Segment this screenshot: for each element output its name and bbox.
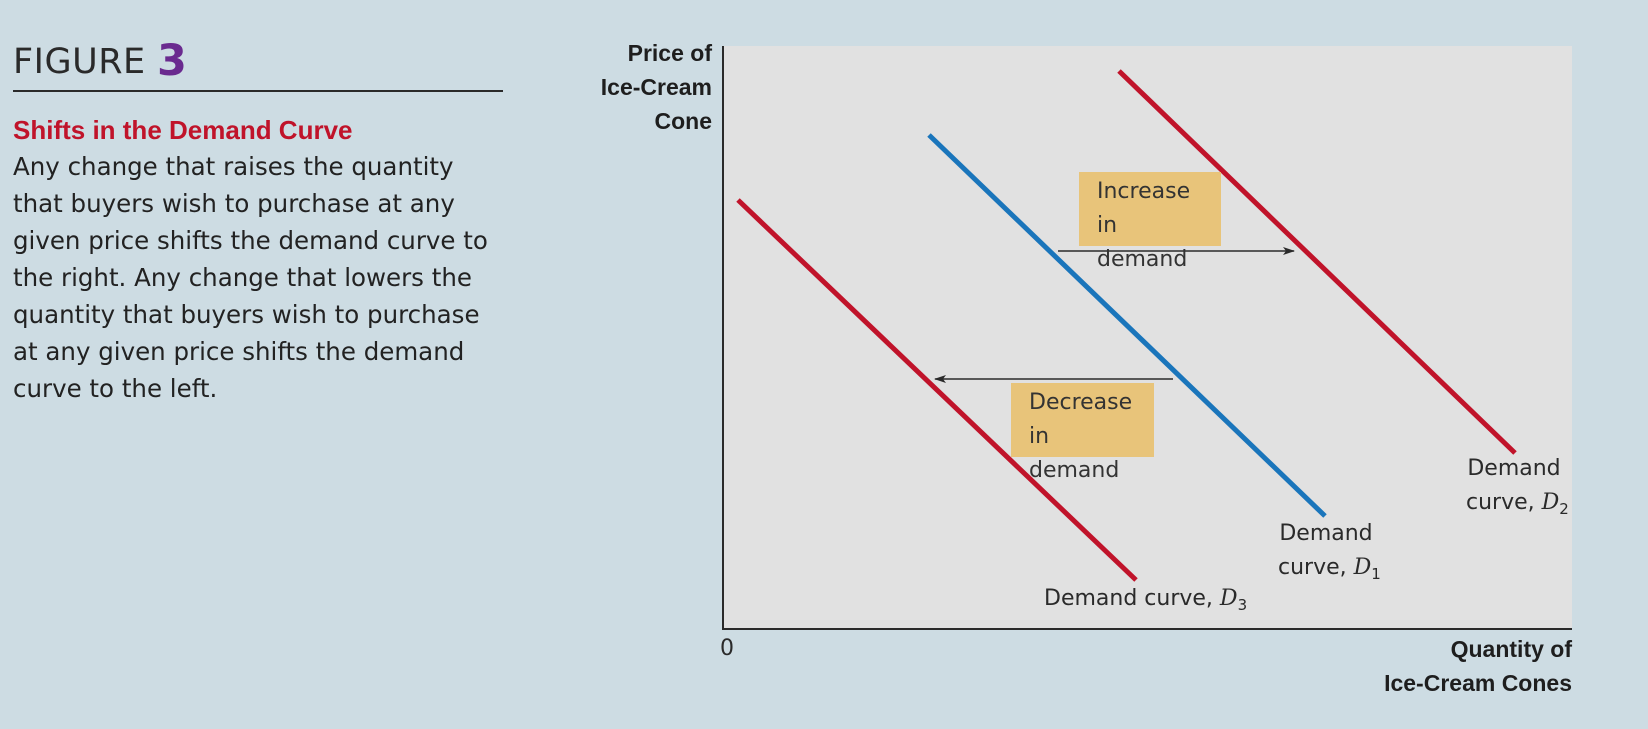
caption-line: the right. Any change that lowers the: [13, 263, 472, 292]
demand-curve-d3-label: Demand curve, D3: [1044, 586, 1248, 614]
decrease-label-line: Decrease: [1029, 390, 1133, 415]
caption-line: Any change that raises the quantity: [13, 152, 454, 181]
y-axis-label-line: Price of: [627, 40, 712, 66]
demand-curve-d2-label: Demand curve, D2: [1466, 452, 1569, 526]
x-axis-label-line: Ice-Cream Cones: [1384, 670, 1572, 696]
caption-title: Shifts in the Demand Curve: [13, 115, 353, 145]
curve-label-line: curve, D2: [1466, 490, 1569, 518]
y-axis-label-line: Ice-Cream: [600, 74, 712, 100]
demand-curve-d1-label: Demand curve, D1: [1278, 517, 1381, 591]
curve-label-line: curve, D1: [1278, 555, 1381, 583]
figure-number: 3: [157, 36, 187, 86]
y-axis-label-line: Cone: [654, 108, 713, 134]
figure-heading: FIGURE 3: [13, 30, 503, 92]
caption-body: Any change that raises the quantity that…: [13, 148, 503, 407]
demand-curve-d1: [927, 133, 1327, 518]
demand-curve-d2: [1117, 69, 1517, 455]
figure-word: FIGURE: [13, 42, 146, 82]
heading-divider: [13, 90, 503, 92]
figure-caption-panel: FIGURE 3 Shifts in the Demand Curve Any …: [13, 30, 503, 403]
caption-line: quantity that buyers wish to purchase: [13, 300, 480, 329]
caption-line: given price shifts the demand curve to: [13, 226, 488, 255]
increase-label-line: in demand: [1097, 213, 1188, 272]
decrease-in-demand-label: Decrease in demand: [1011, 383, 1154, 483]
caption-line: curve to the left.: [13, 374, 218, 403]
curve-label-line: Demand: [1279, 521, 1373, 546]
x-axis-label-line: Quantity of: [1450, 636, 1572, 662]
plot-area: [723, 46, 1572, 629]
demand-curve-d3: [736, 198, 1138, 582]
increase-in-demand-label: Increase in demand: [1079, 172, 1221, 272]
curve-label-line: Demand: [1467, 456, 1561, 481]
origin-label: 0: [720, 636, 734, 661]
decrease-label-line: in demand: [1029, 424, 1120, 483]
increase-label-line: Increase: [1097, 179, 1191, 204]
caption-line: at any given price shifts the demand: [13, 337, 465, 366]
caption-line: that buyers wish to purchase at any: [13, 189, 455, 218]
